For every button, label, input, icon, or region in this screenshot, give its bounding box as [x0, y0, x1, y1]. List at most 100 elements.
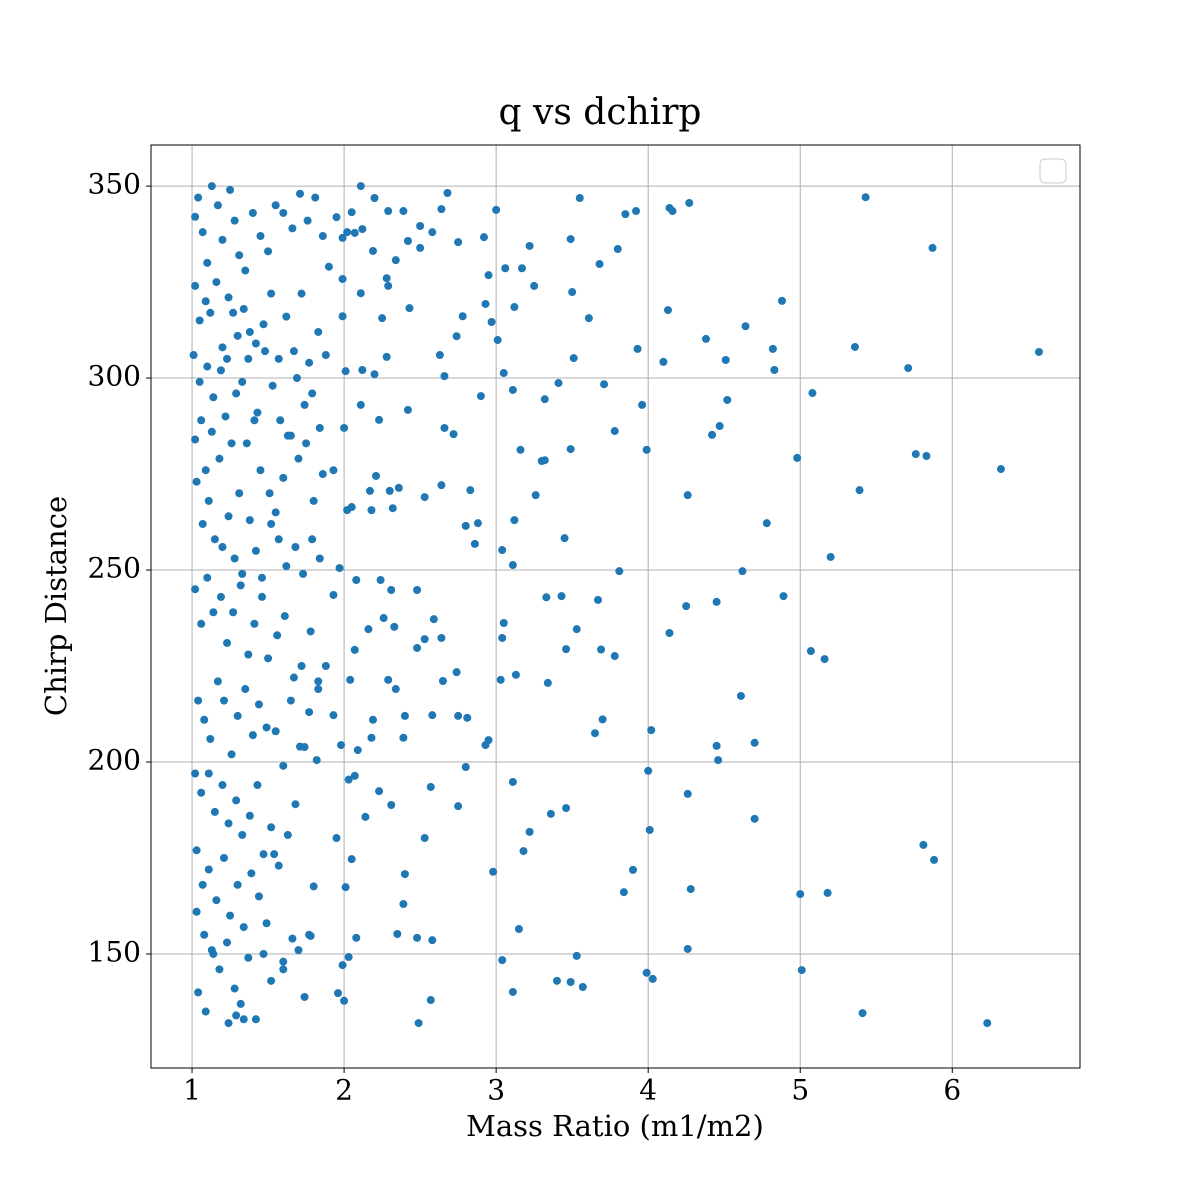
- scatter-point: [224, 512, 233, 521]
- scatter-point: [721, 356, 730, 365]
- scatter-point: [437, 633, 446, 642]
- scatter-point: [251, 546, 260, 555]
- scatter-point: [206, 308, 215, 317]
- scatter-point: [256, 231, 265, 240]
- scatter-point: [305, 930, 314, 939]
- scatter-point: [820, 655, 829, 664]
- scatter-point: [510, 303, 519, 312]
- scatter-point: [239, 923, 248, 932]
- scatter-point: [276, 416, 285, 425]
- scatter-point: [334, 989, 343, 998]
- scatter-point: [227, 439, 236, 448]
- scatter-point: [242, 439, 251, 448]
- scatter-point: [540, 456, 549, 465]
- scatter-point: [213, 677, 222, 686]
- scatter-point: [572, 625, 581, 634]
- x-tick-label: 5: [791, 1074, 809, 1107]
- scatter-point: [223, 938, 232, 947]
- scatter-point: [200, 715, 209, 724]
- plot-frame: [150, 144, 1081, 1069]
- scatter-point: [708, 430, 717, 439]
- scatter-point: [683, 491, 692, 500]
- scatter-point: [309, 496, 318, 505]
- scatter-point: [191, 212, 200, 221]
- scatter-point: [286, 431, 295, 440]
- scatter-point: [280, 612, 289, 621]
- scatter-point: [332, 834, 341, 843]
- scatter-point: [388, 504, 397, 513]
- scatter-point: [489, 867, 498, 876]
- scatter-point: [701, 334, 710, 343]
- scatter-point: [296, 189, 305, 198]
- x-tick-label: 1: [183, 1074, 201, 1107]
- scatter-point: [236, 581, 245, 590]
- scatter-point: [230, 554, 239, 563]
- scatter-point: [413, 585, 422, 594]
- scatter-point: [300, 400, 309, 409]
- scatter-point: [499, 619, 508, 628]
- scatter-point: [543, 678, 552, 687]
- scatter-point: [274, 354, 283, 363]
- scatter-point: [259, 850, 268, 859]
- scatter-point: [256, 466, 265, 475]
- scatter-point: [358, 365, 367, 374]
- scatter-point: [796, 890, 805, 899]
- scatter-point: [595, 260, 604, 269]
- scatter-point: [259, 320, 268, 329]
- scatter-point: [823, 888, 832, 897]
- scatter-point: [413, 643, 422, 652]
- scatter-point: [223, 354, 232, 363]
- scatter-point: [723, 395, 732, 404]
- scatter-point: [452, 668, 461, 677]
- scatter-point: [642, 445, 651, 454]
- scatter-point: [420, 493, 429, 502]
- scatter-point: [332, 213, 341, 222]
- scatter-point: [738, 567, 747, 576]
- scatter-point: [508, 987, 517, 996]
- scatter-point: [420, 834, 429, 843]
- scatter-point: [224, 1019, 233, 1028]
- scatter-point: [686, 885, 695, 894]
- scatter-point: [194, 696, 203, 705]
- scatter-point: [341, 367, 350, 376]
- scatter-point: [267, 976, 276, 985]
- scatter-point: [329, 466, 338, 475]
- scatter-point: [189, 351, 198, 360]
- scatter-point: [329, 711, 338, 720]
- scatter-point: [195, 377, 204, 386]
- scatter-point: [209, 393, 218, 402]
- scatter-point: [594, 595, 603, 604]
- scatter-point: [426, 996, 435, 1005]
- scatter-point: [779, 592, 788, 601]
- scatter-point: [569, 354, 578, 363]
- scatter-point: [508, 777, 517, 786]
- chart-title: q vs dchirp: [499, 92, 702, 133]
- scatter-point: [191, 769, 200, 778]
- scatter-point: [384, 207, 393, 216]
- scatter-point: [481, 741, 490, 750]
- scatter-point: [454, 802, 463, 811]
- scatter-point: [267, 289, 276, 298]
- scatter-point: [250, 416, 259, 425]
- scatter-point: [201, 1007, 210, 1016]
- scatter-point: [338, 312, 347, 321]
- scatter-point: [251, 339, 260, 348]
- y-axis-label: Chirp Distance: [39, 496, 73, 716]
- scatter-point: [191, 585, 200, 594]
- scatter-point: [309, 882, 318, 891]
- scatter-point: [192, 477, 201, 486]
- scatter-point: [584, 314, 593, 323]
- scatter-point: [245, 516, 254, 525]
- scatter-point: [253, 781, 262, 790]
- scatter-point: [449, 430, 458, 439]
- scatter-point: [628, 865, 637, 874]
- scatter-point: [335, 564, 344, 573]
- scatter-point: [218, 781, 227, 790]
- scatter-point: [476, 392, 485, 401]
- scatter-point: [350, 645, 359, 654]
- scatter-point: [238, 830, 247, 839]
- scatter-point: [911, 450, 920, 459]
- scatter-point: [466, 486, 475, 495]
- scatter-point: [291, 800, 300, 809]
- scatter-point: [229, 608, 238, 617]
